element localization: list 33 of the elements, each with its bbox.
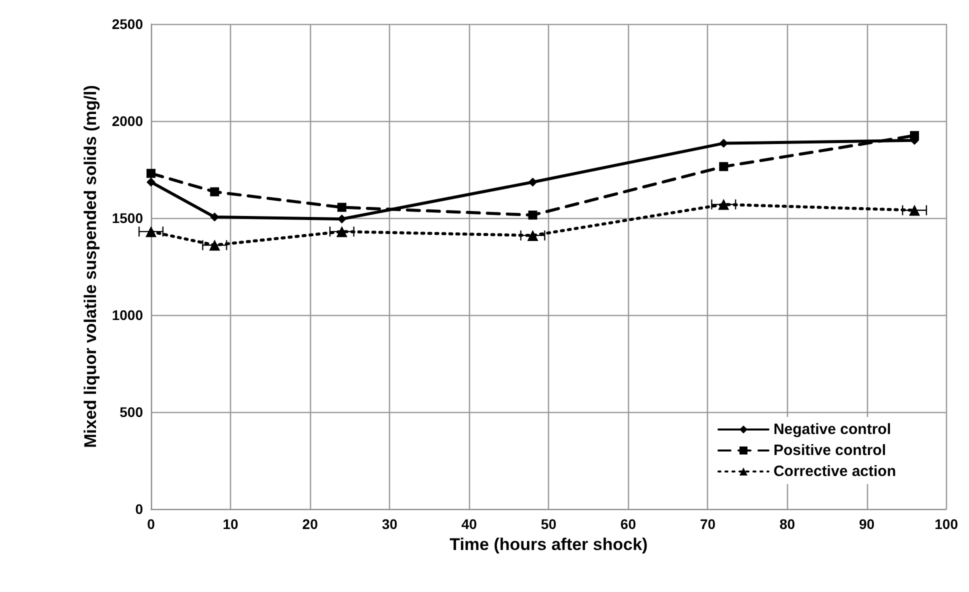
x-tick-label: 80 — [779, 516, 796, 532]
x-tick-label: 100 — [934, 516, 958, 532]
x-tick-label: 10 — [222, 516, 239, 532]
x-tick-label: 90 — [859, 516, 875, 532]
point — [528, 178, 538, 187]
point — [719, 162, 728, 172]
point — [337, 202, 346, 212]
y-tick-label: 0 — [135, 501, 144, 517]
point — [527, 230, 538, 241]
y-tick-label: 2000 — [112, 113, 144, 129]
point — [718, 198, 730, 210]
y-tick-label: 1500 — [112, 210, 144, 226]
legend-label: Negative control — [773, 421, 891, 438]
point — [146, 226, 156, 238]
x-tick-label: 50 — [540, 516, 557, 532]
y-tick-label: 2500 — [112, 16, 144, 32]
y-tick-label: 1000 — [112, 307, 144, 323]
x-tick-label: 70 — [700, 516, 716, 532]
x-tick-label: 0 — [147, 516, 156, 532]
x-tick-label: 60 — [620, 516, 636, 532]
x-tick-label: 20 — [302, 516, 318, 532]
y-axis-title: Mixed liquor volatile suspended solids (mg/l) — [81, 85, 100, 448]
point — [528, 210, 538, 220]
point — [146, 168, 156, 178]
x-tick-label: 40 — [461, 516, 478, 532]
point — [210, 187, 220, 196]
point — [910, 131, 920, 140]
x-axis-title: Time (hours after shock) — [450, 534, 648, 554]
x-tick-label: 30 — [382, 516, 398, 532]
y-tick-label: 500 — [120, 404, 144, 420]
legend-label: Corrective action — [773, 463, 896, 480]
legend-label: Positive control — [773, 442, 886, 459]
point — [146, 178, 156, 187]
